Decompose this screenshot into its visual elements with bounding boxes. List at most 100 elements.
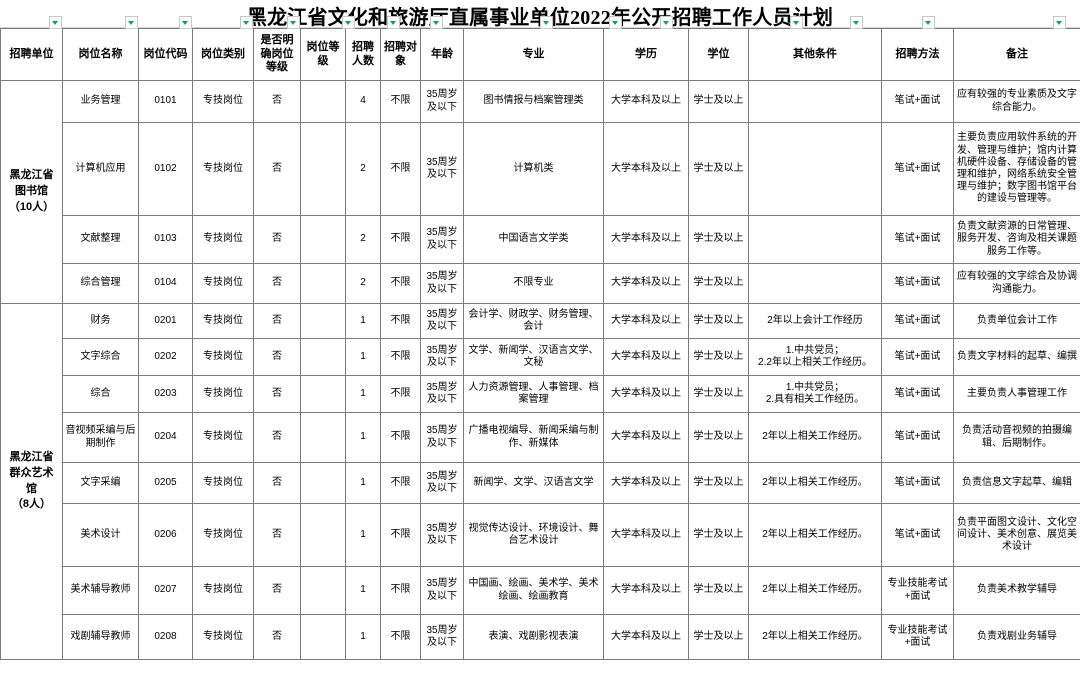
filter-dropdown-arrow-icon[interactable] — [49, 16, 62, 29]
cell-degree[interactable]: 学士及以上 — [688, 503, 749, 567]
cell-remark[interactable]: 负责平面图文设计、文化空间设计、美术创意、展览美术设计 — [953, 503, 1080, 567]
cell-target[interactable]: 不限 — [380, 503, 421, 567]
cell-post-code[interactable]: 0203 — [138, 375, 193, 413]
cell-degree[interactable]: 学士及以上 — [688, 614, 749, 660]
col-header-other[interactable]: 其他条件 — [748, 28, 882, 81]
cell-target[interactable]: 不限 — [380, 263, 421, 304]
cell-remark[interactable]: 负责单位会计工作 — [953, 303, 1080, 339]
cell-other-conditions[interactable]: 1.中共党员； 2.具有相关工作经历。 — [748, 375, 882, 413]
cell-level-specified[interactable]: 否 — [253, 338, 301, 376]
cell-post-name[interactable]: 文献整理 — [62, 215, 139, 264]
cell-method[interactable]: 笔试+面试 — [881, 303, 954, 339]
cell-post-level[interactable] — [300, 122, 346, 216]
cell-post-level[interactable] — [300, 215, 346, 264]
cell-other-conditions[interactable] — [748, 263, 882, 304]
cell-headcount[interactable]: 1 — [345, 566, 381, 615]
cell-major[interactable]: 文学、新闻学、汉语言文学、文秘 — [463, 338, 604, 376]
cell-post-code[interactable]: 0101 — [138, 80, 193, 123]
cell-post-level[interactable] — [300, 503, 346, 567]
cell-target[interactable]: 不限 — [380, 122, 421, 216]
cell-post-type[interactable]: 专技岗位 — [192, 215, 254, 264]
cell-method[interactable]: 笔试+面试 — [881, 122, 954, 216]
cell-age[interactable]: 35周岁及以下 — [420, 503, 464, 567]
col-header-target[interactable]: 招聘对象 — [380, 28, 421, 81]
cell-other-conditions[interactable] — [748, 80, 882, 123]
cell-headcount[interactable]: 1 — [345, 462, 381, 504]
cell-major[interactable]: 图书情报与档案管理类 — [463, 80, 604, 123]
cell-remark[interactable]: 负责美术教学辅导 — [953, 566, 1080, 615]
filter-dropdown-arrow-icon[interactable] — [922, 16, 935, 29]
col-header-major[interactable]: 专业 — [463, 28, 604, 81]
filter-dropdown-arrow-icon[interactable] — [660, 16, 673, 29]
cell-other-conditions[interactable]: 2年以上相关工作经历。 — [748, 503, 882, 567]
filter-dropdown-arrow-icon[interactable] — [125, 16, 138, 29]
cell-recruiting-unit[interactable]: 黑龙江省 图书馆 （10人） — [0, 80, 63, 304]
cell-post-type[interactable]: 专技岗位 — [192, 303, 254, 339]
cell-headcount[interactable]: 4 — [345, 80, 381, 123]
cell-headcount[interactable]: 2 — [345, 122, 381, 216]
cell-post-name[interactable]: 计算机应用 — [62, 122, 139, 216]
cell-post-level[interactable] — [300, 263, 346, 304]
cell-post-code[interactable]: 0208 — [138, 614, 193, 660]
cell-post-level[interactable] — [300, 303, 346, 339]
cell-headcount[interactable]: 1 — [345, 412, 381, 463]
filter-dropdown-arrow-icon[interactable] — [540, 16, 553, 29]
filter-dropdown-arrow-icon[interactable] — [240, 16, 253, 29]
cell-major[interactable]: 会计学、财政学、财务管理、会计 — [463, 303, 604, 339]
cell-post-name[interactable]: 业务管理 — [62, 80, 139, 123]
cell-target[interactable]: 不限 — [380, 215, 421, 264]
cell-method[interactable]: 笔试+面试 — [881, 215, 954, 264]
cell-education[interactable]: 大学本科及以上 — [603, 80, 689, 123]
cell-post-name[interactable]: 戏剧辅导教师 — [62, 614, 139, 660]
cell-major[interactable]: 广播电视编导、新闻采编与制作、新媒体 — [463, 412, 604, 463]
cell-post-name[interactable]: 美术辅导教师 — [62, 566, 139, 615]
cell-other-conditions[interactable]: 2年以上相关工作经历。 — [748, 462, 882, 504]
filter-dropdown-arrow-icon[interactable] — [342, 16, 355, 29]
cell-education[interactable]: 大学本科及以上 — [603, 263, 689, 304]
cell-method[interactable]: 专业技能考试+面试 — [881, 566, 954, 615]
cell-post-type[interactable]: 专技岗位 — [192, 122, 254, 216]
cell-headcount[interactable]: 1 — [345, 614, 381, 660]
cell-age[interactable]: 35周岁及以下 — [420, 122, 464, 216]
col-header-degree[interactable]: 学位 — [688, 28, 749, 81]
cell-target[interactable]: 不限 — [380, 303, 421, 339]
cell-education[interactable]: 大学本科及以上 — [603, 338, 689, 376]
cell-major[interactable]: 视觉传达设计、环境设计、舞台艺术设计 — [463, 503, 604, 567]
cell-target[interactable]: 不限 — [380, 412, 421, 463]
cell-post-name[interactable]: 音视频采编与后期制作 — [62, 412, 139, 463]
cell-level-specified[interactable]: 否 — [253, 566, 301, 615]
cell-post-type[interactable]: 专技岗位 — [192, 503, 254, 567]
cell-education[interactable]: 大学本科及以上 — [603, 215, 689, 264]
cell-education[interactable]: 大学本科及以上 — [603, 566, 689, 615]
col-header-post-level[interactable]: 岗位等级 — [300, 28, 346, 81]
cell-method[interactable]: 笔试+面试 — [881, 80, 954, 123]
cell-recruiting-unit[interactable]: 黑龙江省 群众艺术馆（8人） — [0, 303, 63, 660]
cell-major[interactable]: 中国画、绘画、美术学、美术绘画、绘画教育 — [463, 566, 604, 615]
cell-level-specified[interactable]: 否 — [253, 122, 301, 216]
cell-post-level[interactable] — [300, 462, 346, 504]
col-header-level-specified[interactable]: 是否明确岗位等级 — [253, 28, 301, 81]
cell-age[interactable]: 35周岁及以下 — [420, 462, 464, 504]
cell-level-specified[interactable]: 否 — [253, 503, 301, 567]
cell-remark[interactable]: 负责文字材料的起草、编撰 — [953, 338, 1080, 376]
cell-post-level[interactable] — [300, 566, 346, 615]
cell-other-conditions[interactable]: 2年以上相关工作经历。 — [748, 412, 882, 463]
cell-target[interactable]: 不限 — [380, 614, 421, 660]
cell-method[interactable]: 专业技能考试+面试 — [881, 614, 954, 660]
cell-age[interactable]: 35周岁及以下 — [420, 263, 464, 304]
cell-method[interactable]: 笔试+面试 — [881, 503, 954, 567]
cell-post-code[interactable]: 0201 — [138, 303, 193, 339]
cell-degree[interactable]: 学士及以上 — [688, 462, 749, 504]
cell-education[interactable]: 大学本科及以上 — [603, 614, 689, 660]
cell-post-code[interactable]: 0205 — [138, 462, 193, 504]
filter-dropdown-arrow-icon[interactable] — [850, 16, 863, 29]
cell-post-type[interactable]: 专技岗位 — [192, 614, 254, 660]
cell-other-conditions[interactable]: 2年以上会计工作经历 — [748, 303, 882, 339]
col-header-method[interactable]: 招聘方法 — [881, 28, 954, 81]
cell-target[interactable]: 不限 — [380, 80, 421, 123]
cell-degree[interactable]: 学士及以上 — [688, 215, 749, 264]
cell-remark[interactable]: 应有较强的文字综合及协调沟通能力。 — [953, 263, 1080, 304]
cell-other-conditions[interactable]: 1.中共党员； 2.2年以上相关工作经历。 — [748, 338, 882, 376]
cell-method[interactable]: 笔试+面试 — [881, 375, 954, 413]
cell-degree[interactable]: 学士及以上 — [688, 80, 749, 123]
